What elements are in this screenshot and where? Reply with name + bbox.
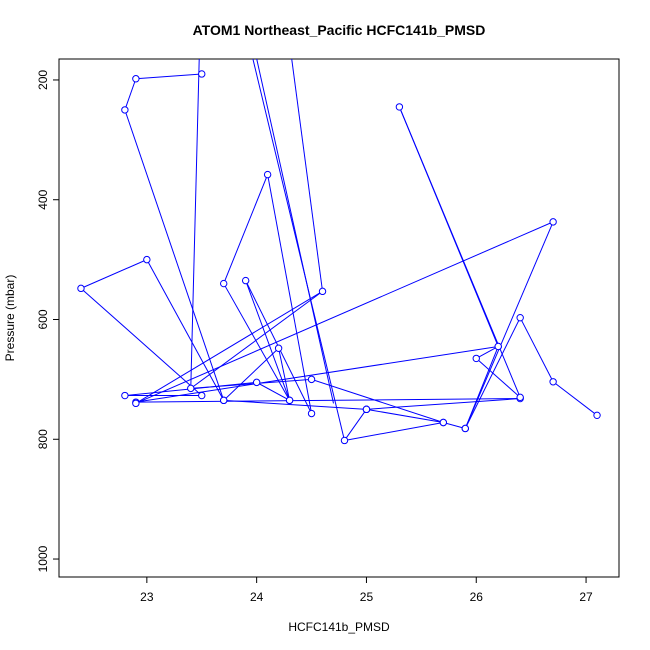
series-connector [256, 59, 334, 404]
series-layer [77, 59, 601, 445]
series-segment [190, 378, 312, 389]
data-point [252, 378, 261, 387]
data-point [472, 354, 480, 363]
data-point [121, 106, 129, 114]
data-point [77, 284, 85, 293]
data-point [220, 396, 228, 405]
data-point [198, 70, 206, 78]
x-tick-label: 23 [140, 590, 154, 604]
series-segment [278, 348, 291, 401]
series-segment [223, 174, 269, 284]
series-segment [124, 109, 225, 401]
series-segment [476, 346, 499, 359]
data-point [241, 276, 250, 285]
data-point [274, 344, 283, 352]
y-tick-label: 800 [36, 429, 50, 449]
y-tick-label: 200 [36, 70, 50, 90]
series-segment [311, 378, 444, 423]
data-point [220, 279, 228, 288]
series-segment [146, 259, 225, 401]
data-point [307, 409, 316, 418]
series-segment [223, 283, 291, 401]
data-point [516, 314, 524, 322]
data-point [340, 436, 349, 445]
data-point [494, 342, 502, 351]
chart-title: ATOM1 Northeast_Pacific HCFC141b_PMSD [193, 22, 486, 38]
data-point [593, 411, 601, 420]
y-axis-label: Pressure (mbar) [3, 275, 17, 362]
data-point [307, 375, 316, 384]
data-point [132, 399, 140, 408]
x-tick-label: 26 [470, 590, 484, 604]
series-segment [475, 358, 521, 398]
series-segment [366, 398, 521, 410]
y-tick-label: 400 [36, 189, 50, 209]
data-point [198, 391, 206, 400]
data-point [263, 170, 272, 179]
series-segment [135, 221, 554, 404]
data-point [362, 405, 371, 414]
axis-layer: 23 24 25 26 27 200 400 600 800 1000 [36, 70, 593, 604]
series-segment [124, 78, 137, 111]
series-segment [464, 221, 554, 429]
series-connector [252, 59, 345, 441]
series-segment [135, 73, 202, 80]
series-segment [344, 422, 444, 441]
x-tick-label: 27 [579, 590, 593, 604]
series-segment [344, 409, 367, 441]
series-segment [190, 290, 323, 389]
data-point [549, 218, 557, 226]
series-segment [223, 347, 279, 401]
series-segment [256, 381, 290, 401]
data-point [549, 378, 557, 386]
series-segment [80, 287, 203, 396]
x-tick-label: 24 [250, 590, 264, 604]
data-point [143, 255, 151, 264]
data-point [516, 393, 524, 402]
data-point [121, 391, 129, 400]
x-tick-label: 25 [360, 590, 374, 604]
series-segment [398, 106, 499, 347]
series-segment [443, 422, 466, 429]
series-segment [135, 345, 499, 403]
series-connector [190, 59, 200, 389]
x-axis-label: HCFC141b_PMSD [288, 620, 390, 634]
data-point [132, 75, 140, 83]
y-tick-label: 1000 [36, 545, 50, 572]
data-point [318, 287, 327, 296]
series-segment [552, 381, 598, 416]
data-point [461, 424, 469, 433]
series-segment [80, 259, 148, 289]
series-segment [267, 174, 313, 414]
data-point [395, 103, 404, 111]
series-segment [245, 280, 291, 401]
series-segment [464, 317, 521, 429]
series-segment [223, 399, 367, 410]
series-segment [519, 317, 554, 383]
series-connector [291, 59, 324, 292]
data-point [285, 396, 294, 405]
series-segment [135, 290, 323, 404]
plot-frame [58, 58, 620, 578]
data-point [439, 418, 448, 427]
series-segment [135, 398, 521, 403]
data-point [187, 384, 195, 393]
y-tick-label: 600 [36, 309, 50, 329]
series-segment [366, 408, 444, 423]
